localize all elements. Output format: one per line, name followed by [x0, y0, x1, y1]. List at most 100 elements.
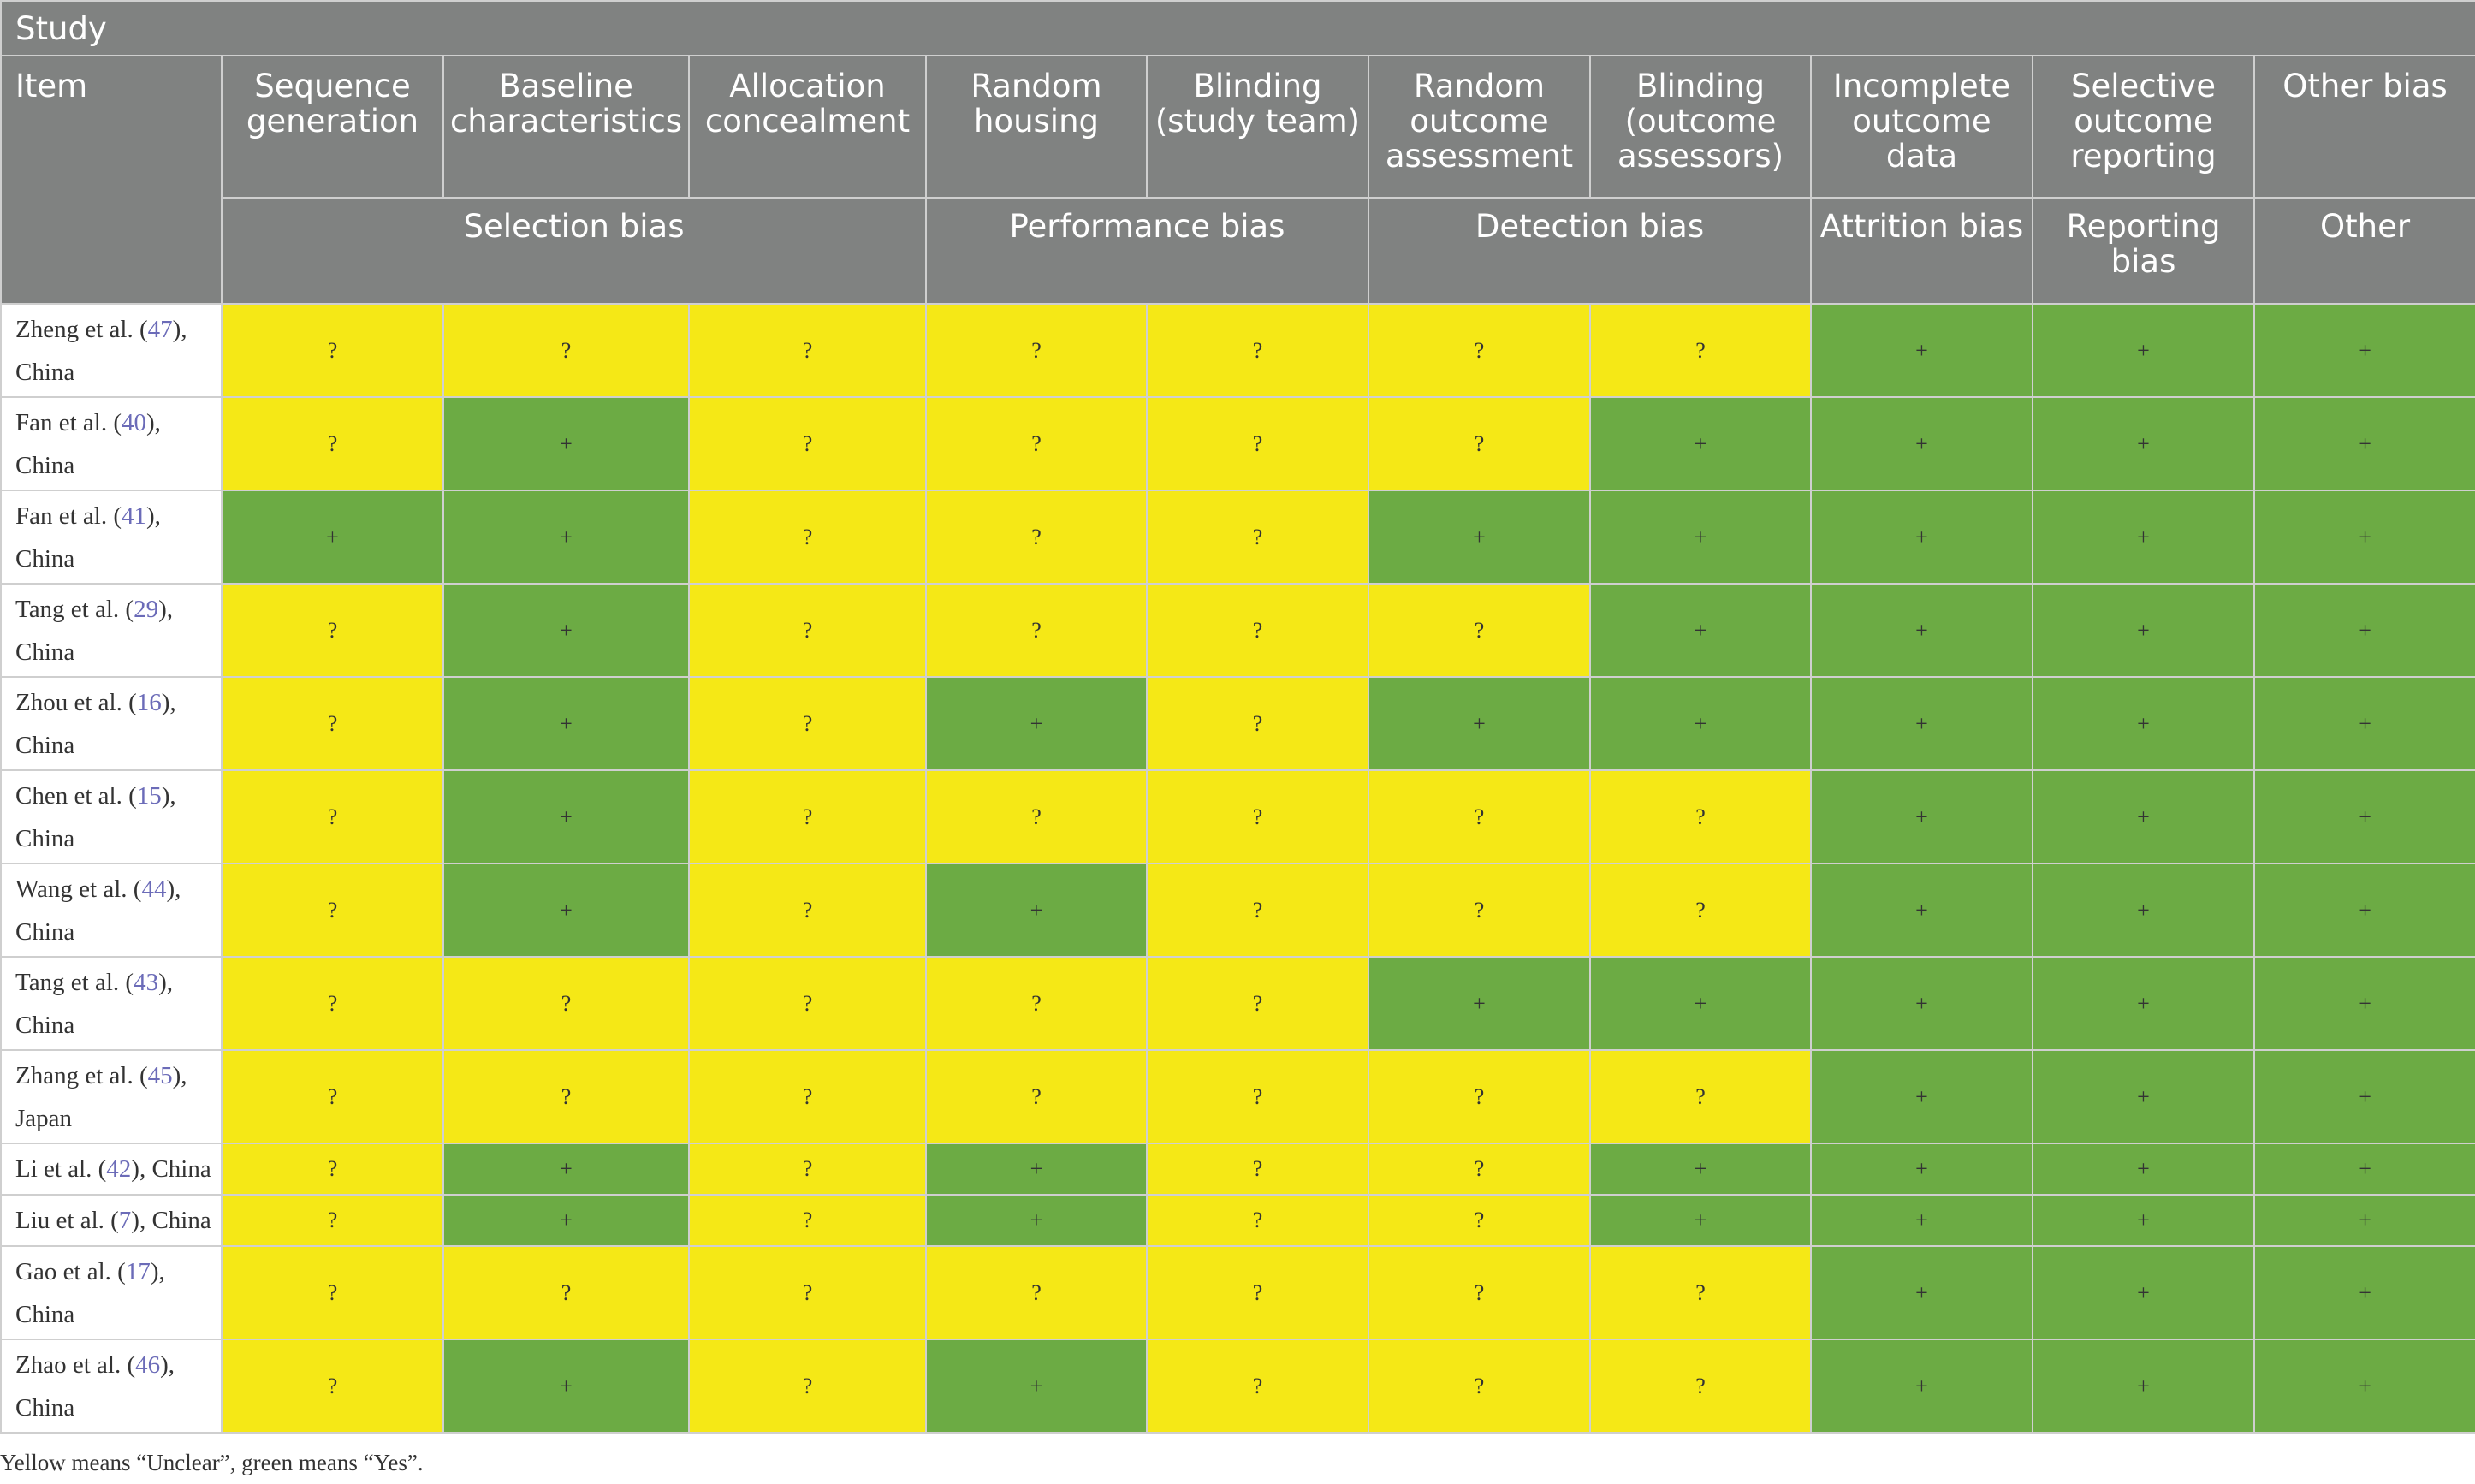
rating-unclear-cell: ? — [1146, 1049, 1369, 1144]
rating-yes-cell: + — [2032, 863, 2255, 958]
study-author: Fan et al. ( — [15, 408, 122, 436]
rating-yes-cell: + — [2252, 583, 2475, 678]
column-header: Blinding (outcome assessors) — [1589, 55, 1812, 199]
reference-link[interactable]: 15 — [136, 781, 162, 810]
study-author: Zheng et al. ( — [15, 315, 148, 343]
table-row: Tang et al. (43), China????? + + + + + — [0, 956, 2475, 1051]
rating-unclear-cell: ? — [221, 1339, 444, 1434]
rating-yes-cell: + — [1810, 1339, 2033, 1434]
rating-yes-cell: + — [2252, 490, 2475, 585]
rating-unclear-cell: ? — [688, 303, 927, 398]
rating-yes-cell: + — [2252, 303, 2475, 398]
study-cell: Wang et al. (44), China — [0, 863, 223, 958]
study-location: ), China — [15, 502, 161, 573]
rating-unclear-cell: ? — [688, 1143, 927, 1196]
study-author: Chen et al. ( — [15, 781, 137, 810]
table-row: Zheng et al. (47), China??????? + + + — [0, 303, 2475, 398]
study-location: ), China — [15, 875, 181, 946]
bias-group-header: Attrition bias — [1810, 197, 2033, 305]
rating-yes-cell: + — [442, 1194, 690, 1247]
rating-yes-cell: + — [1810, 769, 2033, 864]
rating-yes-cell: + — [442, 1143, 690, 1196]
reference-link[interactable]: 44 — [141, 875, 167, 903]
study-author: Tang et al. ( — [15, 968, 134, 996]
column-header: Selective outcome reporting — [2032, 55, 2255, 199]
reference-link[interactable]: 43 — [134, 968, 159, 996]
bias-group-header: Detection bias — [1368, 197, 1812, 305]
rating-unclear-cell: ? — [442, 303, 690, 398]
study-location: ), China — [131, 1207, 211, 1234]
column-header: Blinding (study team) — [1146, 55, 1369, 199]
rating-unclear-cell: ? — [1368, 1194, 1591, 1247]
rating-unclear-cell: ? — [925, 1245, 1148, 1340]
reference-link[interactable]: 46 — [135, 1350, 161, 1379]
rating-unclear-cell: ? — [688, 1245, 927, 1340]
rating-unclear-cell: ? — [1368, 1049, 1591, 1144]
rating-unclear-cell: ? — [1589, 1339, 1812, 1434]
reference-link[interactable]: 41 — [122, 502, 147, 530]
rating-yes-cell: + — [1810, 1049, 2033, 1144]
reference-link[interactable]: 47 — [147, 315, 173, 343]
rating-unclear-cell: ? — [1146, 956, 1369, 1051]
study-cell: Tang et al. (29), China — [0, 583, 223, 678]
rating-unclear-cell: ? — [221, 1245, 444, 1340]
reference-link[interactable]: 7 — [118, 1207, 132, 1234]
reference-link[interactable]: 17 — [125, 1257, 151, 1285]
rating-unclear-cell: ? — [688, 769, 927, 864]
study-cell: Fan et al. (41), China — [0, 490, 223, 585]
reference-link[interactable]: 16 — [136, 688, 162, 716]
rating-unclear-cell: ? — [1146, 863, 1369, 958]
reference-link[interactable]: 45 — [147, 1061, 173, 1089]
rating-unclear-cell: ? — [688, 1049, 927, 1144]
rating-unclear-cell: ? — [1146, 583, 1369, 678]
rating-unclear-cell: ? — [688, 490, 927, 585]
rating-unclear-cell: ? — [688, 863, 927, 958]
rating-unclear-cell: ? — [1368, 1143, 1591, 1196]
rating-yes-cell: + — [442, 490, 690, 585]
reference-link[interactable]: 40 — [122, 408, 147, 436]
rating-unclear-cell: ? — [688, 1339, 927, 1434]
rating-yes-cell: + — [1589, 1143, 1812, 1196]
rating-unclear-cell: ? — [442, 1049, 690, 1144]
column-header: Allocation concealment — [688, 55, 927, 199]
rating-unclear-cell: ? — [688, 583, 927, 678]
rating-unclear-cell: ? — [221, 583, 444, 678]
rating-unclear-cell: ? — [1368, 1245, 1591, 1340]
rating-yes-cell: + — [925, 1339, 1148, 1434]
rating-unclear-cell: ? — [688, 396, 927, 491]
rating-unclear-cell: ? — [1589, 1245, 1812, 1340]
study-cell: Li et al. (42), China — [0, 1143, 223, 1196]
table-row: Zhang et al. (45), Japan??????? + + + — [0, 1049, 2475, 1144]
rating-yes-cell: + — [1589, 676, 1812, 771]
rating-yes-cell: + — [2252, 956, 2475, 1051]
rating-yes-cell: + — [925, 1143, 1148, 1196]
rating-unclear-cell: ? — [1146, 1245, 1369, 1340]
rating-yes-cell: + — [2252, 396, 2475, 491]
study-location: ), China — [15, 781, 176, 852]
rating-unclear-cell: ? — [1589, 769, 1812, 864]
item-header: Item — [0, 55, 223, 305]
reference-link[interactable]: 29 — [134, 595, 159, 623]
table-row: Zhou et al. (16), China? +? +? + + + + + — [0, 676, 2475, 771]
reference-link[interactable]: 42 — [106, 1155, 132, 1183]
rating-yes-cell: + — [2032, 1143, 2255, 1196]
table-body: Zheng et al. (47), China??????? + + + Fan et… — [0, 303, 2475, 1434]
table-row: Fan et al. (41), China + +??? + + + + + — [0, 490, 2475, 585]
rating-unclear-cell: ? — [1146, 396, 1369, 491]
table-row: Wang et al. (44), China? +? +??? + + + — [0, 863, 2475, 958]
study-location: ), Japan — [15, 1061, 187, 1132]
rating-yes-cell: + — [2032, 303, 2255, 398]
study-author: Gao et al. ( — [15, 1257, 126, 1285]
table-row: Tang et al. (29), China? +???? + + + + — [0, 583, 2475, 678]
bias-group-header: Other — [2252, 197, 2475, 305]
column-header: Random outcome assessment — [1368, 55, 1591, 199]
rating-yes-cell: + — [1589, 956, 1812, 1051]
rating-yes-cell: + — [1810, 863, 2033, 958]
study-location: ), China — [15, 1350, 175, 1422]
study-location: ), China — [15, 595, 173, 666]
rating-yes-cell: + — [1810, 1194, 2033, 1247]
rating-unclear-cell: ? — [221, 956, 444, 1051]
study-cell: Tang et al. (43), China — [0, 956, 223, 1051]
rating-unclear-cell: ? — [1146, 676, 1369, 771]
rating-unclear-cell: ? — [221, 769, 444, 864]
